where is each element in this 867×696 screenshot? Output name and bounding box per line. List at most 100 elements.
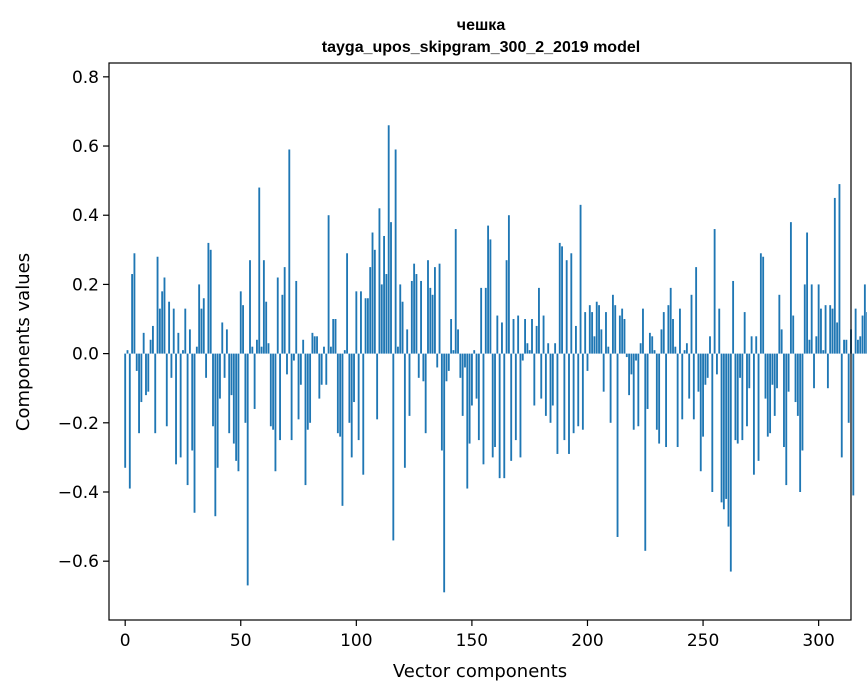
bar-13	[154, 353, 157, 434]
bar-8	[142, 332, 145, 354]
bar-245	[690, 294, 693, 354]
bar-25	[182, 350, 184, 354]
x-tick-label: 250	[687, 631, 719, 651]
bar-276	[762, 256, 765, 354]
bar-296	[808, 339, 811, 354]
bar-9	[145, 353, 147, 396]
bar-145	[459, 353, 462, 378]
bar-50	[239, 291, 242, 354]
bar-239	[676, 353, 679, 448]
bar-22	[175, 353, 177, 465]
bar-190	[563, 353, 566, 441]
bar-103	[362, 353, 365, 475]
bar-279	[769, 353, 772, 434]
bar-138	[443, 353, 446, 593]
bar-198	[581, 353, 584, 430]
bar-261	[727, 353, 730, 527]
bar-267	[741, 353, 744, 441]
bar-72	[290, 353, 293, 441]
bar-113	[385, 274, 388, 354]
bar-280	[771, 353, 774, 385]
bar-199	[584, 312, 587, 354]
bar-27	[186, 353, 189, 486]
bar-164	[503, 353, 506, 479]
bar-79	[306, 353, 309, 430]
bar-16	[161, 291, 164, 354]
bar-259	[722, 353, 725, 510]
bar-210	[609, 353, 612, 423]
bar-214	[618, 315, 621, 354]
bar-48	[235, 353, 238, 461]
bar-175	[528, 350, 531, 354]
plot-frame	[108, 62, 852, 621]
x-tick-label: 150	[456, 631, 488, 651]
bar-38	[212, 353, 214, 427]
bar-204	[595, 301, 598, 354]
bar-45	[228, 353, 231, 434]
bar-300	[817, 284, 820, 354]
bar-94	[341, 353, 344, 506]
bar-202	[591, 312, 594, 354]
bar-97	[348, 353, 351, 423]
bar-262	[729, 353, 732, 572]
bar-289	[792, 315, 795, 354]
bar-232	[660, 329, 663, 354]
bar-43	[223, 353, 226, 378]
x-tick-label: 300	[802, 631, 834, 651]
bar-135	[436, 353, 439, 368]
y-tick-label: 0.2	[72, 275, 99, 295]
bar-96	[346, 253, 349, 354]
y-tick-label: −0.6	[58, 552, 99, 572]
bar-211	[611, 294, 614, 354]
bar-36	[207, 242, 210, 354]
bar-131	[427, 260, 429, 354]
bar-99	[353, 353, 355, 403]
bar-173	[524, 319, 526, 354]
bar-51	[242, 305, 244, 354]
y-tick-label: 0.6	[72, 137, 99, 157]
bar-277	[764, 353, 767, 399]
bar-34	[202, 298, 205, 354]
bar-308	[836, 322, 839, 354]
bar-247	[695, 267, 698, 354]
bar-156	[484, 287, 487, 354]
bar-270	[748, 353, 751, 389]
bar-313	[847, 353, 850, 423]
bar-305	[829, 305, 832, 354]
bar-118	[397, 346, 399, 354]
bar-139	[445, 353, 448, 382]
bar-292	[799, 353, 802, 492]
bar-121	[403, 353, 406, 468]
bar-5	[135, 353, 138, 371]
bar-287	[787, 353, 790, 392]
bar-2	[128, 353, 131, 489]
bar-226	[646, 353, 649, 409]
bar-162	[498, 353, 501, 479]
bar-286	[785, 353, 788, 486]
bar-28	[188, 329, 191, 354]
bar-17	[163, 277, 166, 354]
bar-63	[269, 353, 272, 427]
bar-312	[845, 339, 848, 354]
bar-235	[667, 305, 670, 354]
bar-71	[288, 149, 291, 354]
x-tick-label: 200	[571, 631, 603, 651]
bar-250	[702, 353, 704, 437]
bar-166	[507, 215, 510, 354]
bar-32	[198, 284, 201, 354]
bar-285	[783, 353, 785, 448]
bar-108	[373, 249, 376, 354]
bar-39	[214, 353, 217, 517]
bar-268	[743, 312, 746, 354]
bar-106	[369, 267, 372, 354]
bar-149	[468, 353, 471, 444]
chart-title-line1: чешка	[457, 17, 506, 34]
bar-68	[281, 294, 284, 354]
bar-310	[840, 353, 843, 458]
bar-186	[554, 343, 557, 354]
bar-7	[140, 353, 143, 403]
bar-137	[440, 353, 443, 451]
bar-174	[526, 343, 529, 354]
bar-240	[679, 308, 681, 354]
bar-181	[542, 315, 545, 354]
